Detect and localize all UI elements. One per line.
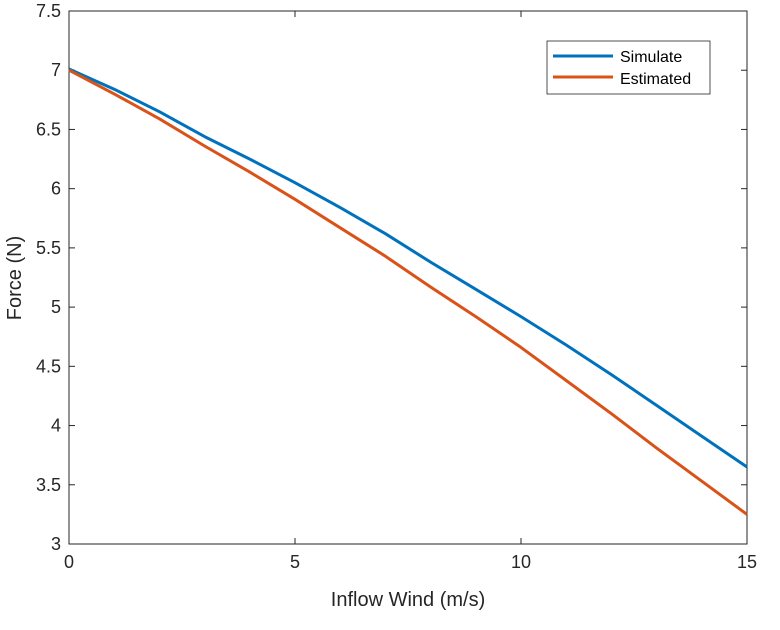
x-tick-label: 5	[290, 552, 300, 572]
series-line-simulate	[68, 67, 748, 469]
y-tick-label: 6	[51, 179, 61, 199]
y-tick-label: 6.5	[36, 119, 61, 139]
y-tick-label: 7	[51, 60, 61, 80]
y-tick-label: 3.5	[36, 475, 61, 495]
series-lines	[68, 67, 748, 516]
legend-label-simulate: Simulate	[620, 49, 682, 66]
y-tick-label: 3	[51, 534, 61, 554]
axis-ticks: 0 5 10 15 3 3.5 4 4.5 5 5.5 6 6.5 7 7.5	[36, 1, 757, 572]
x-tick-label: 15	[737, 552, 757, 572]
y-tick-label: 4	[51, 416, 61, 436]
y-tick-label: 4.5	[36, 356, 61, 376]
legend-label-estimated: Estimated	[620, 71, 691, 88]
x-axis-label: Inflow Wind (m/s)	[331, 589, 485, 611]
y-tick-label: 5	[51, 297, 61, 317]
x-tick-label: 0	[64, 552, 74, 572]
y-tick-label: 7.5	[36, 1, 61, 21]
plot-area	[68, 10, 748, 545]
legend: Simulate Estimated	[546, 40, 711, 95]
y-axis-label: Force (N)	[4, 236, 26, 320]
legend-box	[546, 40, 711, 95]
y-tick-label: 5.5	[36, 238, 61, 258]
series-line-estimated	[68, 68, 748, 516]
x-tick-label: 10	[511, 552, 531, 572]
